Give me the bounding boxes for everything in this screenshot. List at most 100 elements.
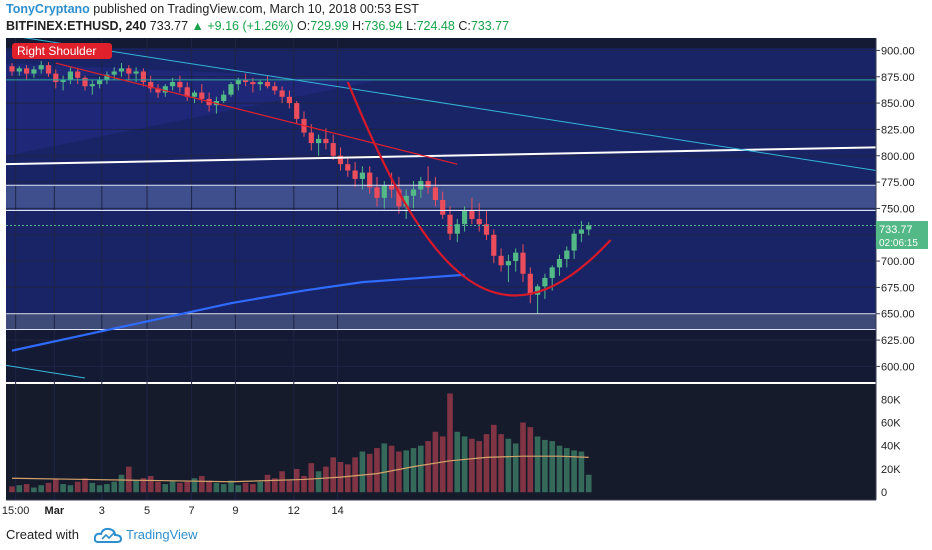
volume-bar xyxy=(199,475,205,493)
candle-body xyxy=(432,187,438,200)
price-tick-label: 700.00 xyxy=(881,256,915,268)
candle-body xyxy=(294,103,300,119)
candle xyxy=(53,69,59,89)
countdown-timer: 02:06:15 xyxy=(879,238,918,249)
candle xyxy=(31,66,37,78)
candle-body xyxy=(257,82,263,85)
candle-body xyxy=(243,79,249,83)
volume-bar xyxy=(447,393,453,493)
right-shoulder-label: Right Shoulder xyxy=(17,44,96,58)
candle-body xyxy=(520,252,526,274)
candle-body xyxy=(425,181,431,188)
candle-body xyxy=(221,94,227,101)
volume-bar xyxy=(133,480,139,493)
candle-body xyxy=(60,79,66,83)
symbol-line: BITFINEX:ETHUSD, 240 733.77 ▲ +9.16 (+1.… xyxy=(6,19,509,33)
author-link[interactable]: TonyCryptano xyxy=(6,2,90,16)
candle xyxy=(191,90,198,104)
volume-bar xyxy=(60,484,66,493)
moving-average-line xyxy=(11,273,465,352)
volume-bar xyxy=(301,475,307,493)
volume-bar xyxy=(330,457,336,493)
tradingview-brand-link[interactable]: TradingView xyxy=(126,527,198,542)
candle-body xyxy=(476,218,482,225)
candle xyxy=(89,79,95,95)
candle-body xyxy=(82,77,88,87)
candle xyxy=(118,63,125,77)
candle-body xyxy=(97,79,103,85)
volume-bar xyxy=(177,482,183,493)
price-tick-label: 775.00 xyxy=(881,177,915,189)
volume-bar xyxy=(191,478,198,493)
candle xyxy=(447,206,453,241)
volume-bar xyxy=(345,464,351,493)
volume-bar xyxy=(396,451,402,493)
volume-tick-label: 80K xyxy=(881,394,901,406)
volume-bar xyxy=(454,431,461,493)
volume-bar xyxy=(235,485,242,493)
candle-body xyxy=(586,225,592,230)
candle-body xyxy=(228,84,234,95)
candle xyxy=(505,254,511,283)
candle-body xyxy=(308,132,314,144)
candle xyxy=(316,134,322,156)
candle-body xyxy=(38,65,44,70)
volume-bar xyxy=(45,482,52,493)
candle xyxy=(272,82,278,95)
candle xyxy=(286,90,292,109)
candle-body xyxy=(571,233,577,251)
created-with-text: Created with xyxy=(6,527,79,542)
candle-body xyxy=(133,71,139,74)
candle xyxy=(9,63,15,76)
candle xyxy=(469,197,475,225)
price-tick-label: 850.00 xyxy=(881,98,915,110)
candle xyxy=(454,218,460,243)
high-label: H: xyxy=(351,19,365,33)
candle xyxy=(279,86,285,104)
volume-bar xyxy=(162,484,169,493)
footer: Created with TradingView xyxy=(0,520,932,550)
candle xyxy=(184,82,190,101)
volume-tick-label: 40K xyxy=(881,441,901,453)
volume-bar xyxy=(527,427,534,493)
candle-body xyxy=(359,172,365,179)
volume-bar xyxy=(476,441,482,493)
time-tick-label: 15:00 xyxy=(2,505,30,517)
candle-body xyxy=(286,96,292,104)
candle-body xyxy=(199,92,205,99)
price-tick-label: 650.00 xyxy=(881,309,915,321)
volume-bar xyxy=(374,448,380,493)
volume-bar xyxy=(257,481,263,493)
candle xyxy=(155,84,161,98)
time-tick-label: 3 xyxy=(99,505,105,517)
price-change: ▲ +9.16 (+1.26%) xyxy=(191,19,294,33)
chart-canvas[interactable]: 900.00 875.00 850.00 825.00 800.00 775.00 750.… xyxy=(0,38,932,520)
candle-body xyxy=(403,195,409,207)
candle-body xyxy=(162,86,168,93)
candle xyxy=(396,176,402,214)
candle-body xyxy=(279,90,285,97)
candle xyxy=(16,66,22,76)
volume-bar xyxy=(220,484,227,493)
volume-bar xyxy=(388,445,395,493)
blue-zone xyxy=(6,48,876,314)
volume-bar xyxy=(9,486,15,493)
volume-bar xyxy=(16,485,23,493)
volume-bar xyxy=(381,443,388,493)
volume-bar xyxy=(264,474,271,493)
candle-body xyxy=(31,69,37,74)
last-price-tag-value: 733.77 xyxy=(879,224,913,236)
volume-bar xyxy=(512,443,519,493)
candle-body xyxy=(330,143,336,156)
candle-body xyxy=(67,71,73,80)
candle xyxy=(535,284,541,314)
candle xyxy=(38,60,44,74)
candle-body xyxy=(410,189,417,196)
candle xyxy=(308,124,314,151)
volume-bar xyxy=(578,451,585,493)
low-value: 724.48 xyxy=(416,19,455,33)
candle-body xyxy=(337,155,344,165)
volume-bar xyxy=(403,450,409,493)
candle-body xyxy=(140,71,146,83)
candle-body xyxy=(170,82,176,87)
